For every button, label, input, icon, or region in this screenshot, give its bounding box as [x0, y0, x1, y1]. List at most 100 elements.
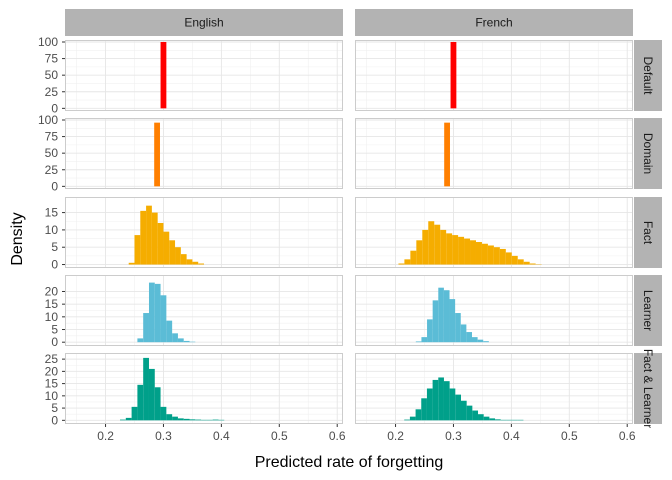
panel-fact-english	[65, 197, 343, 268]
x-tick-label: 0.6	[619, 429, 636, 443]
strip-french	[355, 9, 633, 36]
strip-label-english: English	[184, 16, 223, 30]
histogram-bar	[460, 324, 467, 343]
histogram-bar	[517, 259, 524, 265]
strip-label-domain: Domain	[641, 133, 655, 174]
y-tick-label: 10	[45, 310, 59, 324]
histogram-bar	[166, 414, 173, 421]
y-tick-label: 25	[45, 352, 59, 366]
y-tick-label: 20	[45, 284, 59, 298]
histogram-bar	[175, 247, 181, 265]
histogram-bar	[470, 240, 476, 265]
histogram-bar	[452, 235, 459, 265]
panel-border	[355, 40, 633, 111]
histogram-bar	[446, 233, 453, 265]
y-tick-label: 0	[51, 258, 58, 272]
panel-border	[65, 197, 343, 268]
histogram-bar	[154, 283, 161, 343]
x-tick-label: 0.3	[155, 429, 172, 443]
histogram-bar	[475, 242, 482, 265]
histogram-bar	[455, 313, 461, 343]
panel-background	[65, 353, 343, 424]
y-tick-label: 25	[45, 163, 59, 177]
histogram-bar	[398, 263, 405, 265]
histogram-bar	[157, 222, 164, 265]
histogram-bar	[466, 405, 473, 421]
histogram-bar	[160, 41, 167, 109]
y-tick-label: 0	[51, 413, 58, 427]
histogram-bar	[143, 357, 149, 421]
histogram-bar	[523, 261, 530, 265]
histogram-bar	[125, 417, 132, 421]
y-tick-label: 25	[45, 85, 59, 99]
strip-label-fact-learner: Fact & Learner	[641, 349, 655, 428]
histogram-bar	[489, 418, 496, 421]
histogram-bar	[443, 290, 450, 343]
panel-fact-learner-french	[355, 353, 633, 424]
panel-learner-french	[355, 275, 633, 346]
histogram-bar	[483, 416, 490, 421]
histogram-bar	[495, 419, 501, 421]
y-tick-label: 100	[38, 113, 58, 127]
histogram-bar	[169, 240, 176, 265]
y-tick-label: 0	[51, 179, 58, 193]
histogram-bar	[487, 245, 494, 265]
histogram-bar	[455, 394, 461, 421]
y-tick-label: 75	[45, 130, 59, 144]
histogram-bar	[460, 400, 467, 421]
histogram-bar	[511, 255, 518, 265]
strip-learner	[634, 275, 662, 346]
histogram-bar	[177, 338, 184, 343]
panel-border	[65, 275, 343, 346]
histogram-bar	[195, 419, 202, 421]
y-tick-label: 15	[45, 377, 59, 391]
x-tick-label: 0.3	[445, 429, 462, 443]
y-tick-label: 10	[45, 223, 59, 237]
panel-border	[355, 197, 633, 268]
histogram-bar	[449, 299, 456, 343]
histogram-bar	[143, 313, 149, 343]
panel-domain-english	[65, 118, 343, 189]
histogram-bar	[471, 337, 478, 343]
panel-fact-french	[355, 197, 633, 268]
histogram-bar	[421, 398, 427, 421]
histogram-bar	[140, 210, 147, 265]
x-axis-title: Predicted rate of forgetting	[255, 454, 444, 471]
histogram-bar	[166, 320, 173, 343]
y-tick-label: 15	[45, 297, 59, 311]
y-tick-label: 0	[51, 335, 58, 349]
x-tick-label: 0.4	[213, 429, 230, 443]
histogram-bar	[422, 229, 429, 265]
histogram-bar	[409, 416, 416, 421]
histogram-bar	[415, 341, 422, 343]
histogram-bar	[427, 319, 433, 343]
histogram-bar	[458, 236, 465, 265]
histogram-bar	[438, 377, 444, 421]
histogram-bar	[404, 419, 410, 421]
histogram-bar	[443, 381, 450, 421]
histogram-bar	[160, 406, 167, 421]
panel-default-english	[65, 40, 343, 111]
strip-label-learner: Learner	[641, 290, 655, 331]
x-tick-label: 0.5	[271, 429, 288, 443]
strip-default	[634, 40, 662, 111]
histogram-bar	[183, 340, 190, 343]
histogram-bar	[160, 295, 167, 343]
histogram-bar	[189, 419, 196, 421]
histogram-bar	[183, 418, 190, 421]
strip-label-fact: Fact	[641, 221, 655, 245]
histogram-bar	[154, 122, 160, 187]
histogram-bar	[493, 247, 500, 265]
x-tick-label: 0.6	[329, 429, 346, 443]
histogram-bar	[472, 410, 479, 421]
panel-border	[65, 353, 343, 424]
histogram-bar	[426, 388, 433, 421]
panel-domain-french	[355, 118, 633, 189]
histogram-bar	[189, 341, 196, 343]
y-tick-label: 20	[45, 364, 59, 378]
histogram-bar	[466, 332, 472, 343]
strip-fact	[634, 197, 662, 268]
histogram-bar	[499, 248, 506, 265]
histogram-bar	[450, 41, 457, 109]
